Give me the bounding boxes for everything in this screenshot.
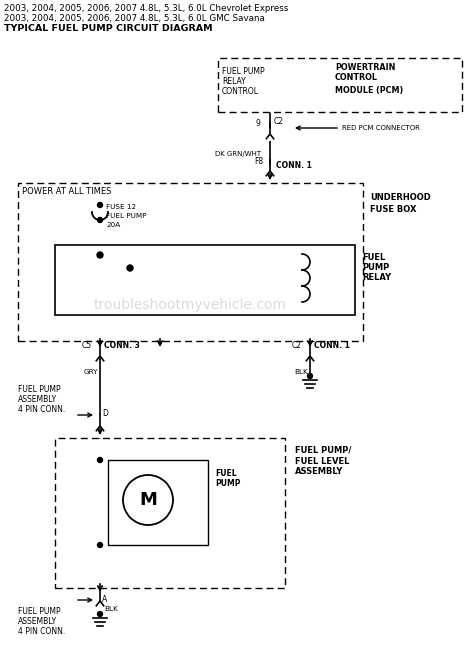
Text: ASSEMBLY: ASSEMBLY <box>18 618 57 626</box>
Circle shape <box>123 475 173 525</box>
Circle shape <box>127 265 133 271</box>
Text: 9: 9 <box>256 120 261 128</box>
Text: BLK: BLK <box>104 606 118 612</box>
Text: A: A <box>102 594 107 603</box>
Circle shape <box>98 458 102 462</box>
Bar <box>108 460 208 545</box>
Text: FUEL LEVEL: FUEL LEVEL <box>295 456 349 465</box>
Text: FUEL PUMP: FUEL PUMP <box>18 385 61 395</box>
Circle shape <box>98 611 102 616</box>
Text: UNDERHOOD: UNDERHOOD <box>370 193 431 202</box>
Text: DK GRN/WHT: DK GRN/WHT <box>215 151 261 157</box>
Text: 4 PIN CONN.: 4 PIN CONN. <box>18 406 65 415</box>
Circle shape <box>98 202 102 208</box>
Text: ASSEMBLY: ASSEMBLY <box>295 467 343 477</box>
Bar <box>218 58 462 112</box>
Text: F8: F8 <box>254 158 263 167</box>
Text: RELAY: RELAY <box>362 273 391 283</box>
Text: FUEL: FUEL <box>215 469 237 477</box>
Text: GRY: GRY <box>84 369 99 375</box>
Text: FUEL PUMP: FUEL PUMP <box>106 213 146 219</box>
Text: PUMP: PUMP <box>362 264 389 273</box>
Text: CONN. 3: CONN. 3 <box>104 340 140 350</box>
Bar <box>55 245 355 315</box>
Bar <box>55 438 285 588</box>
Text: C2: C2 <box>292 340 302 350</box>
Text: FUEL PUMP/: FUEL PUMP/ <box>295 445 351 454</box>
Circle shape <box>308 374 312 378</box>
Text: FUEL: FUEL <box>362 253 385 262</box>
Text: TYPICAL FUEL PUMP CIRCUIT DIAGRAM: TYPICAL FUEL PUMP CIRCUIT DIAGRAM <box>4 24 213 33</box>
Circle shape <box>97 252 103 258</box>
Text: CONTROL: CONTROL <box>335 74 378 83</box>
Text: 2003, 2004, 2005, 2006, 2007 4.8L, 5.3L, 6.0L Chevrolet Express: 2003, 2004, 2005, 2006, 2007 4.8L, 5.3L,… <box>4 4 288 13</box>
Text: 20A: 20A <box>106 222 120 228</box>
Text: CONN. 1: CONN. 1 <box>276 161 312 169</box>
Text: RED PCM CONNECTOR: RED PCM CONNECTOR <box>342 125 420 131</box>
Text: POWERTRAIN: POWERTRAIN <box>335 64 395 72</box>
Text: FUSE 12: FUSE 12 <box>106 204 136 210</box>
Text: ASSEMBLY: ASSEMBLY <box>18 396 57 404</box>
Text: BLK: BLK <box>294 369 308 375</box>
Text: M: M <box>139 491 157 509</box>
Text: troubleshootmyvehicle.com: troubleshootmyvehicle.com <box>93 298 286 312</box>
Text: PUMP: PUMP <box>215 478 240 488</box>
Text: MODULE (PCM): MODULE (PCM) <box>335 85 403 94</box>
Text: POWER AT ALL TIMES: POWER AT ALL TIMES <box>22 186 111 195</box>
Text: 2003, 2004, 2005, 2006, 2007 4.8L, 5.3L, 6.0L GMC Savana: 2003, 2004, 2005, 2006, 2007 4.8L, 5.3L,… <box>4 14 265 23</box>
Circle shape <box>98 542 102 547</box>
Text: 4 PIN CONN.: 4 PIN CONN. <box>18 628 65 637</box>
Text: D: D <box>102 409 108 419</box>
Text: CONN. 1: CONN. 1 <box>314 340 350 350</box>
Bar <box>18 183 363 341</box>
Circle shape <box>98 217 102 223</box>
Text: FUSE BOX: FUSE BOX <box>370 204 417 214</box>
Text: RELAY: RELAY <box>222 77 246 87</box>
Text: FUEL PUMP: FUEL PUMP <box>18 607 61 616</box>
Text: C5: C5 <box>82 340 92 350</box>
Text: FUEL PUMP: FUEL PUMP <box>222 68 264 77</box>
Text: CONTROL: CONTROL <box>222 87 259 96</box>
Text: C2: C2 <box>274 117 284 126</box>
